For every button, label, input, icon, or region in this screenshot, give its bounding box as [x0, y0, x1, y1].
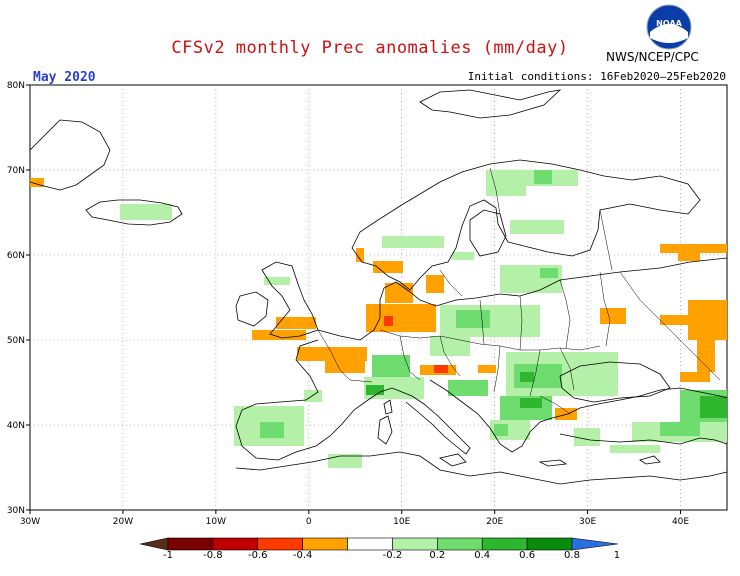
anomaly-cell-wet-strong — [520, 372, 534, 382]
y-tick-label: 70N — [7, 166, 25, 176]
anomaly-cell-dry — [356, 248, 364, 262]
lat-lon-grid — [30, 85, 727, 510]
anomaly-cell-wet — [486, 186, 526, 196]
anomaly-cell-wet — [372, 355, 410, 377]
initial-conditions: Initial conditions: 16Feb2020–25Feb2020 — [467, 70, 726, 83]
anomaly-cell-wet-strong — [700, 396, 727, 418]
anomaly-cell-wet — [540, 268, 558, 278]
x-tick-label: 10W — [206, 517, 226, 527]
x-tick-label: 20W — [113, 517, 133, 527]
map-axes: 30W 20W 10W 0 10E 20E 30E 40E 30N 40N 50N 60N 70N 80N — [7, 81, 690, 527]
colorbar-tick-label: 1 — [613, 550, 621, 561]
colorbar-tick-label: 0.4 — [474, 550, 491, 561]
y-tick-label: 50N — [7, 336, 25, 346]
anomaly-cell-wet — [120, 204, 172, 220]
anomaly-cell-wet — [660, 422, 700, 436]
x-tick-label: 20E — [486, 517, 503, 527]
svg-text:NOAA: NOAA — [656, 19, 682, 28]
x-tick-label: 10E — [393, 517, 410, 527]
anomaly-cell-wet — [510, 220, 564, 234]
anomaly-cell-dry — [30, 178, 44, 187]
anomaly-cell-wet — [574, 428, 600, 446]
colorbar-tick-label: 0.6 — [519, 550, 536, 561]
forecast-month: May 2020 — [33, 70, 96, 85]
anomaly-cell-wet — [486, 170, 578, 186]
anomaly-cell-wet — [494, 424, 508, 436]
coastlines — [29, 89, 728, 485]
x-tick-label: 30E — [579, 517, 596, 527]
anomaly-cell-dry — [697, 340, 715, 372]
anomaly-cell-dry — [660, 315, 688, 325]
anomaly-cell-dry — [660, 244, 727, 253]
anomaly-cell-dry — [426, 275, 444, 293]
anomaly-cell-dry — [366, 304, 436, 332]
anomaly-cell-wet — [448, 380, 488, 396]
y-tick-label: 30N — [7, 506, 25, 516]
anomaly-cell-dry — [478, 365, 496, 373]
colorbar-tick-label: -0.2 — [382, 550, 403, 561]
y-tick-label: 80N — [7, 81, 25, 91]
anomaly-cell-wet — [430, 336, 470, 356]
anomaly-cell-dry — [555, 408, 577, 420]
anomaly-cell-dry — [276, 317, 316, 329]
agency-label: NWS/NCEP/CPC — [606, 50, 699, 64]
x-tick-label: 0 — [306, 517, 312, 527]
anomaly-cell-dry — [680, 372, 710, 382]
y-tick-label: 60N — [7, 251, 25, 261]
anomaly-cell-very-dry — [384, 316, 393, 326]
colorbar-tick-label: 0.8 — [564, 550, 580, 561]
x-tick-label: 40E — [672, 517, 689, 527]
anomaly-cell-wet — [610, 445, 660, 453]
noaa-logo-icon: NOAA — [646, 4, 692, 50]
anomaly-cell-wet — [328, 454, 362, 468]
anomaly-cell-wet — [304, 390, 322, 402]
anomaly-cell-wet-strong — [366, 385, 384, 395]
colorbar-tick-label: 0.2 — [429, 550, 446, 561]
country-borders — [317, 167, 721, 415]
anomaly-cell-dry — [385, 283, 413, 303]
anomaly-cell-dry — [678, 253, 700, 261]
anomaly-cell-wet — [452, 252, 474, 260]
anomaly-cell-wet — [382, 236, 444, 248]
anomaly-cell-very-dry — [434, 365, 448, 373]
anomaly-cell-wet — [456, 310, 490, 328]
anomaly-cell-wet-strong — [520, 398, 542, 408]
anomaly-cell-wet — [534, 170, 552, 184]
chart-title: CFSv2 monthly Prec anomalies (mm/day) — [171, 38, 569, 58]
colorbar-tick-label: -0.4 — [292, 550, 313, 561]
anomaly-cell-wet — [260, 422, 284, 438]
anomaly-cell-dry — [600, 308, 626, 324]
colorbar-tick-label: -0.6 — [248, 550, 268, 561]
anomaly-cell-dry — [688, 300, 727, 340]
anomaly-cell-dry — [325, 361, 365, 373]
colorbar-tick-label: -0.8 — [203, 550, 223, 561]
anomaly-cells — [30, 170, 727, 468]
anomaly-cell-wet — [264, 277, 290, 285]
x-tick-label: 30W — [20, 517, 40, 527]
y-tick-label: 40N — [7, 421, 25, 431]
anomaly-cell-dry — [252, 330, 306, 340]
colorbar-tick-label: -1 — [163, 550, 173, 561]
